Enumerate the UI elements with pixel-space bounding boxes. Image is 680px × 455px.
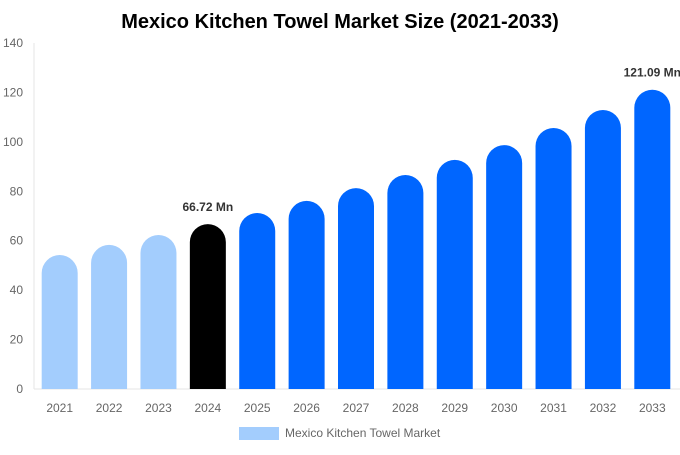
x-tick-label: 2027 bbox=[343, 401, 370, 415]
x-tick-label: 2033 bbox=[639, 401, 666, 415]
x-tick-label: 2023 bbox=[145, 401, 172, 415]
bar-2023 bbox=[140, 235, 177, 389]
y-tick-label: 120 bbox=[3, 85, 23, 99]
y-tick-label: 60 bbox=[10, 234, 24, 248]
chart-title: Mexico Kitchen Towel Market Size (2021-2… bbox=[121, 11, 559, 33]
x-tick-label: 2026 bbox=[293, 401, 320, 415]
data-label: 66.72 Mn bbox=[182, 200, 233, 214]
legend-label: Mexico Kitchen Towel Market bbox=[285, 426, 441, 440]
bar-2025 bbox=[239, 213, 276, 389]
y-tick-label: 0 bbox=[16, 382, 23, 396]
legend-swatch bbox=[239, 427, 279, 440]
y-tick-label: 100 bbox=[3, 135, 23, 149]
x-tick-label: 2021 bbox=[46, 401, 73, 415]
x-tick-label: 2031 bbox=[540, 401, 567, 415]
x-tick-label: 2024 bbox=[194, 401, 221, 415]
bar-2032 bbox=[584, 109, 621, 390]
y-tick-label: 80 bbox=[10, 184, 24, 198]
y-tick-label: 40 bbox=[10, 283, 24, 297]
bar-2026 bbox=[288, 200, 325, 389]
legend: Mexico Kitchen Towel Market bbox=[239, 426, 441, 440]
bar-2029 bbox=[436, 159, 473, 389]
bar-2033 bbox=[634, 89, 671, 389]
x-tick-label: 2030 bbox=[491, 401, 518, 415]
y-tick-label: 140 bbox=[3, 36, 23, 50]
y-tick-label: 20 bbox=[10, 333, 24, 347]
data-label: 121.09 Mn bbox=[624, 66, 680, 80]
x-tick-label: 2032 bbox=[590, 401, 617, 415]
bar-2030 bbox=[486, 145, 523, 389]
bar-2027 bbox=[338, 188, 374, 389]
bar-2028 bbox=[387, 174, 424, 389]
bar-2021 bbox=[41, 255, 78, 389]
x-tick-label: 2029 bbox=[441, 401, 468, 415]
bar-2024 bbox=[189, 224, 226, 389]
x-tick-label: 2028 bbox=[392, 401, 419, 415]
x-tick-label: 2022 bbox=[96, 401, 123, 415]
x-tick-label: 2025 bbox=[244, 401, 271, 415]
bar-2031 bbox=[535, 128, 572, 389]
bar-2022 bbox=[91, 244, 128, 389]
